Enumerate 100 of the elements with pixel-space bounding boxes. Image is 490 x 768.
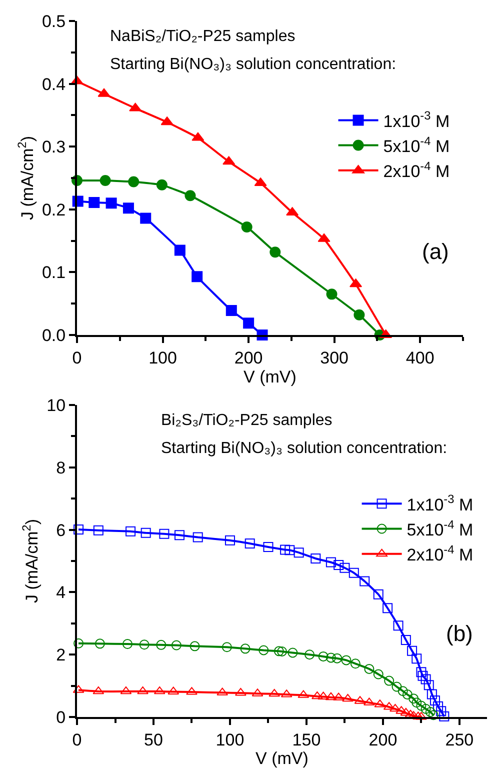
point	[326, 288, 338, 300]
point	[393, 620, 404, 631]
text: Starting Bi(NO₃)₃ solution concentration:	[161, 440, 448, 457]
point	[418, 670, 428, 681]
point	[424, 680, 434, 690]
y-tick-label: 0.2	[42, 200, 66, 220]
x-tick-label: 0	[72, 348, 82, 368]
x-tick-label: 200	[234, 348, 263, 368]
y-tick-label: 0.0	[42, 326, 66, 345]
point	[326, 557, 336, 568]
point	[274, 646, 284, 656]
point	[311, 691, 323, 700]
point	[382, 603, 393, 614]
point	[222, 642, 232, 652]
point	[332, 653, 342, 664]
point	[288, 648, 298, 658]
point	[340, 562, 350, 573]
point	[373, 669, 384, 680]
y-tick-label: 8	[56, 458, 66, 478]
point	[156, 179, 168, 190]
point	[192, 271, 203, 282]
point	[106, 198, 117, 209]
point	[159, 528, 170, 539]
point	[226, 305, 237, 316]
point	[350, 658, 360, 669]
point	[122, 202, 134, 214]
point	[156, 640, 166, 650]
x-tick-label: 250	[445, 730, 474, 750]
text: Starting Bi(NO₃)₃ solution concentration:	[110, 56, 396, 73]
y-tick-label: 4	[56, 583, 66, 602]
point	[122, 638, 132, 649]
y-tick-label: 0.4	[42, 74, 66, 94]
point	[400, 634, 411, 645]
x-tick-label: 300	[320, 348, 349, 368]
point	[154, 686, 166, 694]
point	[384, 676, 394, 686]
legend-label: 5x10$^{-4}$ M	[383, 134, 450, 156]
x-axis-title: V (mV)	[256, 749, 308, 768]
point	[270, 246, 281, 258]
point	[364, 664, 374, 674]
point	[342, 694, 354, 702]
point	[334, 560, 344, 570]
point	[390, 704, 401, 712]
point	[92, 686, 104, 694]
point	[294, 548, 304, 558]
point	[93, 525, 104, 536]
annotation: (b)	[446, 621, 473, 646]
point	[304, 650, 315, 660]
point	[439, 711, 450, 722]
point	[100, 175, 111, 186]
point	[407, 646, 418, 656]
x-tick-label: 100	[216, 730, 244, 750]
point	[140, 212, 152, 224]
point	[184, 190, 196, 202]
point	[241, 221, 252, 232]
point	[174, 244, 186, 256]
x-tick-label: 0	[72, 730, 82, 750]
y-tick-label: 10	[46, 396, 66, 415]
annotation: (a)	[422, 239, 449, 264]
point	[373, 589, 384, 600]
point	[433, 701, 444, 712]
point	[402, 690, 412, 700]
point	[258, 645, 269, 656]
point	[425, 707, 436, 718]
point	[126, 526, 136, 536]
x-tick-label: 400	[406, 348, 434, 368]
point	[400, 708, 412, 716]
point	[416, 700, 426, 711]
point	[139, 640, 150, 650]
point	[404, 710, 416, 718]
point	[426, 689, 437, 700]
point	[280, 544, 290, 555]
point	[128, 176, 140, 188]
point	[325, 692, 337, 700]
point	[428, 710, 438, 720]
point	[360, 576, 370, 586]
point	[348, 568, 359, 578]
point	[420, 674, 431, 684]
point	[284, 545, 295, 556]
y-tick-label: 2	[56, 646, 66, 665]
legend-label: 2x10$^{-4}$ M	[406, 542, 474, 564]
point	[243, 318, 254, 329]
chart-title: NaBiS₂/TiO₂-P25 samples	[110, 28, 296, 45]
point	[94, 638, 105, 649]
legend-label: 1x10$^{-3}$ M	[406, 492, 474, 514]
point	[310, 554, 321, 564]
point	[408, 694, 419, 704]
point	[74, 638, 84, 648]
point	[354, 309, 365, 320]
point	[420, 704, 431, 714]
y-tick-label: 0.5	[42, 12, 66, 31]
x-tick-label: 200	[368, 730, 398, 750]
legend-label: 1x10$^{-3}$ M	[383, 108, 450, 131]
y-tick-label: 0.1	[42, 263, 66, 282]
point	[392, 682, 402, 692]
y-tick-label: 0	[56, 708, 66, 727]
point	[174, 530, 184, 540]
point	[318, 651, 328, 662]
y-tick-label: 0.3	[42, 138, 66, 157]
point	[341, 655, 352, 666]
